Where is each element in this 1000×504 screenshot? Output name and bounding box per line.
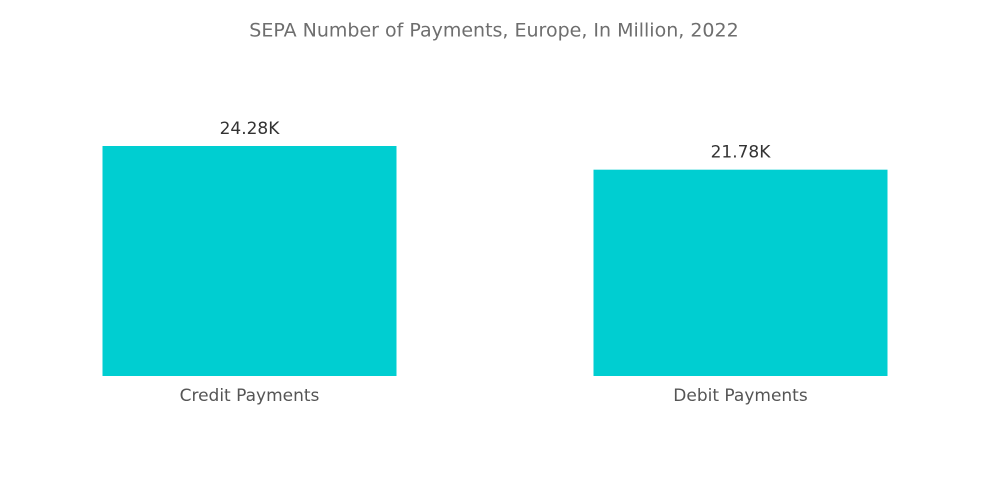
bar [593, 169, 888, 376]
value-label: 24.28K [220, 119, 281, 139]
value-label: 21.78K [711, 143, 772, 163]
bar [102, 146, 397, 376]
x-tick-label: Debit Payments [673, 386, 808, 406]
x-tick-label: Credit Payments [180, 386, 320, 406]
chart-title: SEPA Number of Payments, Europe, In Mill… [249, 20, 738, 42]
